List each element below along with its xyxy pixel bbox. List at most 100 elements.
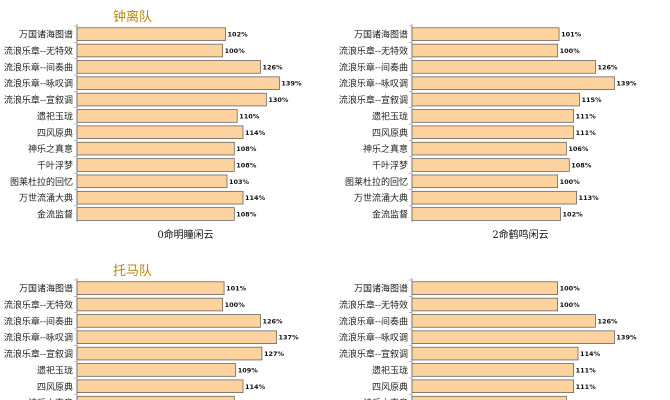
category-label: 遗祀玉珑 (37, 364, 73, 376)
bar (76, 92, 267, 107)
data-label: 111% (576, 129, 597, 137)
data-label: 139% (616, 334, 637, 342)
data-label: 109% (238, 366, 259, 374)
bar (411, 141, 567, 156)
category-label: 万世流涌大典 (19, 192, 73, 204)
category-label: 神乐之真意 (363, 143, 408, 155)
bar-chart: 万国诸海图谱 102% 流浪乐章--无特效 100% 流浪乐章--间奏曲 126% 流浪乐章… (4, 24, 302, 241)
data-label: 139% (281, 80, 302, 88)
bar (76, 190, 244, 205)
data-label: 114% (245, 194, 266, 202)
data-label: 115% (581, 96, 602, 104)
bar (76, 363, 237, 377)
category-label: 万国诸海图谱 (354, 29, 408, 41)
category-label: 四风原典 (37, 127, 73, 139)
data-label: 130% (268, 96, 289, 104)
bar (411, 43, 558, 58)
category-label: 流浪乐章--宣叙调 (4, 94, 73, 106)
data-label: 100% (560, 285, 581, 293)
category-label: 流浪乐章--咏叹调 (339, 332, 408, 344)
bar (411, 92, 580, 107)
bar (411, 314, 596, 328)
category-label: 流浪乐章--无特效 (339, 45, 408, 57)
team-title: 托马队 (113, 264, 153, 279)
bar (76, 281, 225, 295)
category-label: 四风原典 (372, 127, 408, 139)
bar (76, 60, 261, 74)
category-label: 流浪乐章--无特效 (4, 45, 73, 57)
panel-top-left: 钟离队 万国诸海图谱 102% 流浪乐章--无特效 100% 流浪乐章--间奏曲 126%… (0, 0, 335, 250)
data-label: 100% (560, 178, 581, 186)
data-label: 111% (576, 366, 597, 374)
category-label: 万国诸海图谱 (19, 283, 73, 295)
category-label: 遗祀玉珑 (372, 364, 408, 376)
bar (411, 60, 596, 74)
bar (76, 297, 223, 312)
bar (76, 76, 280, 90)
chart-subtitle: 0命明瞳闲云 (157, 228, 213, 241)
bar (411, 190, 577, 205)
data-label: 100% (225, 47, 246, 55)
category-label: 流浪乐章--咏叹调 (339, 78, 408, 90)
bar (76, 346, 263, 361)
bar (76, 125, 244, 140)
category-label: 遗祀玉珑 (372, 110, 408, 122)
bar (411, 158, 570, 172)
bar (76, 141, 235, 156)
bar (411, 363, 574, 377)
bar (411, 174, 558, 189)
data-label: 108% (571, 161, 592, 169)
category-label: 图莱杜拉的回忆 (10, 176, 73, 188)
panel-bottom-right: 万国诸海图谱 100% 流浪乐章--无特效 100% 流浪乐章--间奏曲 126% 流浪乐章… (335, 250, 670, 400)
category-label: 流浪乐章--间奏曲 (4, 315, 73, 327)
category-label: 流浪乐章--间奏曲 (339, 315, 408, 327)
category-label: 流浪乐章--间奏曲 (4, 61, 73, 73)
data-label: 110% (239, 112, 260, 120)
data-label: 101% (226, 285, 247, 293)
bar (76, 314, 261, 328)
data-label: 102% (228, 31, 249, 39)
data-label: 127% (264, 350, 285, 358)
bar (76, 43, 223, 58)
category-label: 流浪乐章--咏叹调 (4, 332, 73, 344)
bar (411, 330, 615, 344)
data-label: 100% (560, 301, 581, 309)
category-label: 流浪乐章--咏叹调 (4, 78, 73, 90)
data-label: 108% (236, 145, 257, 153)
category-label: 四风原典 (37, 381, 73, 393)
category-label: 流浪乐章--宣叙调 (339, 348, 408, 360)
category-label: 流浪乐章--无特效 (4, 299, 73, 311)
bar-chart: 万国诸海图谱 100% 流浪乐章--无特效 100% 流浪乐章--间奏曲 126% 流浪乐章… (339, 278, 637, 400)
data-label: 126% (262, 63, 283, 71)
bar (411, 207, 561, 221)
bar (411, 125, 574, 140)
bar (76, 330, 277, 344)
category-label: 千叶浮梦 (37, 159, 73, 171)
bar (76, 379, 244, 394)
category-label: 图莱杜拉的回忆 (345, 176, 408, 188)
data-label: 101% (561, 31, 582, 39)
category-label: 金流监督 (372, 209, 408, 221)
data-label: 100% (225, 301, 246, 309)
category-label: 神乐之真意 (28, 397, 73, 400)
category-label: 流浪乐章--间奏曲 (339, 61, 408, 73)
data-label: 106% (568, 145, 589, 153)
bar (76, 158, 235, 172)
bar (411, 76, 615, 90)
bar (76, 395, 235, 400)
data-label: 113% (579, 194, 600, 202)
bar-chart: 万国诸海图谱 101% 流浪乐章--无特效 100% 流浪乐章--间奏曲 126% 流浪乐章… (4, 278, 300, 400)
panel-bottom-left: 托马队 万国诸海图谱 101% 流浪乐章--无特效 100% 流浪乐章--间奏曲 126%… (0, 250, 335, 400)
bar (76, 27, 226, 41)
category-label: 流浪乐章--宣叙调 (339, 94, 408, 106)
bar (411, 297, 558, 312)
data-label: 137% (279, 334, 300, 342)
data-label: 111% (576, 383, 597, 391)
bar (411, 346, 579, 361)
bar (76, 207, 235, 221)
category-label: 千叶浮梦 (372, 159, 408, 171)
team-title: 钟离队 (113, 10, 153, 25)
category-label: 流浪乐章--宣叙调 (4, 348, 73, 360)
bar-chart: 万国诸海图谱 101% 流浪乐章--无特效 100% 流浪乐章--间奏曲 126% 流浪乐章… (339, 24, 637, 241)
data-label: 100% (560, 47, 581, 55)
